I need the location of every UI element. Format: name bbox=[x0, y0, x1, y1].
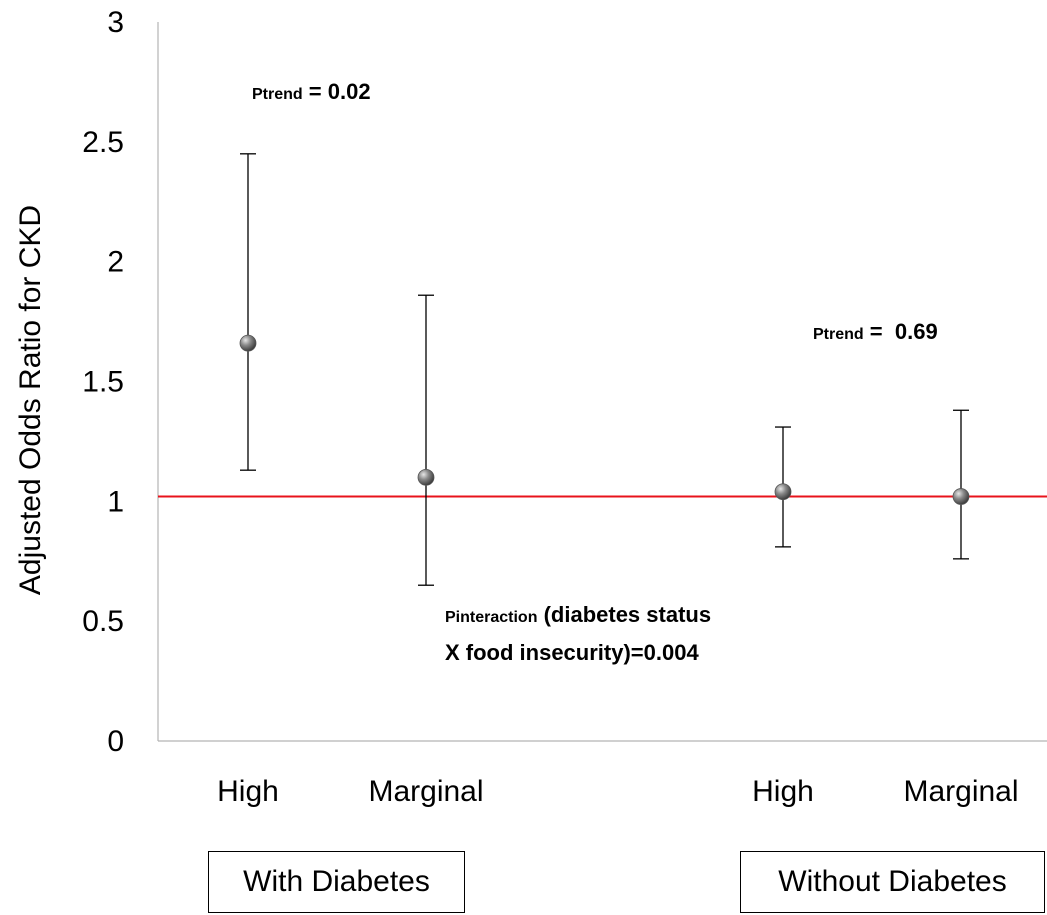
ptrend-with-diabetes: Ptrend = 0.02 bbox=[252, 79, 371, 104]
pinteraction-line1: Pinteraction (diabetes status bbox=[445, 602, 711, 627]
x-category-labels: High Marginal High Marginal bbox=[217, 775, 1018, 808]
data-point-group bbox=[952, 409, 970, 560]
data-point-marker bbox=[239, 334, 257, 352]
y-tick-label: 2 bbox=[107, 246, 124, 279]
group-label-without-diabetes: Without Diabetes bbox=[740, 851, 1045, 913]
ptrend-with-value: = 0.02 bbox=[303, 79, 371, 104]
data-point-marker bbox=[952, 488, 970, 505]
y-tick-label: 1 bbox=[107, 485, 124, 518]
ptrend-without-prefix: Ptrend bbox=[813, 326, 864, 343]
x-category-label: Marginal bbox=[368, 775, 483, 808]
y-axis-title: Adjusted Odds Ratio for CKD bbox=[14, 205, 47, 595]
y-tick-labels: 0 0.5 1 1.5 2 2.5 3 bbox=[82, 6, 124, 758]
data-point-marker bbox=[417, 468, 435, 486]
x-category-label: High bbox=[217, 775, 279, 808]
group-label-with-diabetes: With Diabetes bbox=[208, 851, 465, 913]
ptrend-with-prefix: Ptrend bbox=[252, 86, 303, 103]
y-tick-label: 0.5 bbox=[82, 605, 124, 638]
y-tick-label: 0 bbox=[107, 725, 124, 758]
data-point-marker bbox=[774, 483, 792, 501]
data-point-group bbox=[239, 153, 257, 471]
pinteraction-line1-text: (diabetes status bbox=[537, 602, 711, 627]
pinteraction-line2: X food insecurity)=0.004 bbox=[445, 640, 699, 665]
ptrend-without-diabetes: Ptrend = 0.69 bbox=[813, 319, 938, 344]
ptrend-without-value: = 0.69 bbox=[864, 319, 938, 344]
data-point-group bbox=[417, 294, 435, 586]
y-tick-label: 3 bbox=[107, 6, 124, 39]
x-category-label: High bbox=[752, 775, 814, 808]
pinteraction-prefix: Pinteraction bbox=[445, 609, 537, 626]
data-point-group bbox=[774, 426, 792, 548]
data-points bbox=[239, 153, 970, 586]
y-tick-label: 1.5 bbox=[82, 366, 124, 399]
x-category-label: Marginal bbox=[903, 775, 1018, 808]
y-tick-label: 2.5 bbox=[82, 126, 124, 159]
axes bbox=[157, 22, 1047, 742]
